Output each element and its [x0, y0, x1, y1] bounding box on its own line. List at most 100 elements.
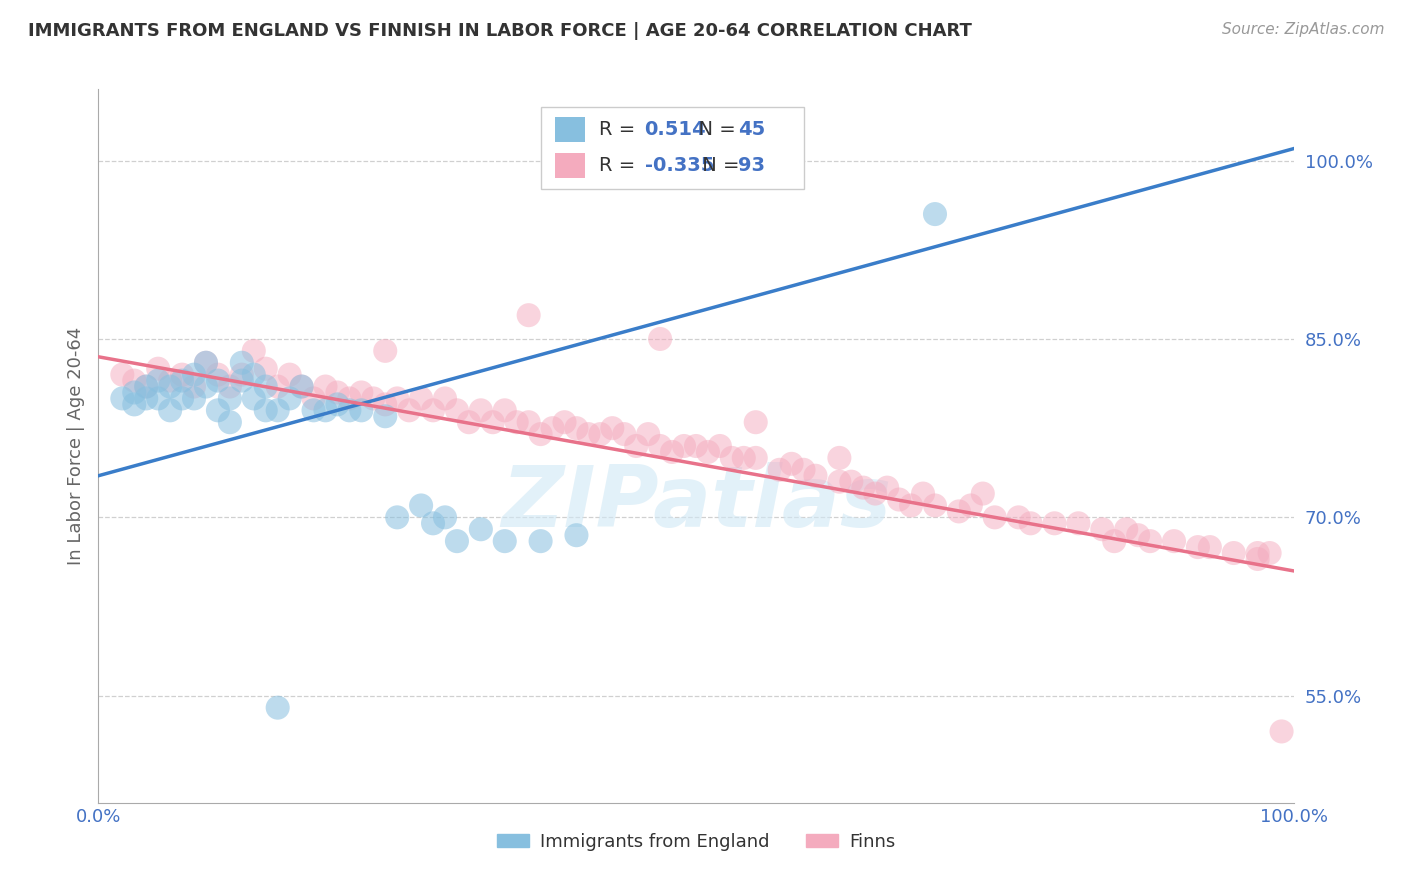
Point [1139, 534, 1161, 549]
Text: Source: ZipAtlas.com: Source: ZipAtlas.com [1222, 22, 1385, 37]
Point [207, 374, 229, 388]
Point [828, 475, 851, 489]
Point [1043, 516, 1066, 531]
FancyBboxPatch shape [555, 118, 585, 143]
Point [148, 374, 170, 388]
Point [172, 374, 194, 388]
Point [219, 415, 242, 429]
Point [267, 379, 290, 393]
Point [768, 463, 790, 477]
Point [948, 504, 970, 518]
FancyBboxPatch shape [541, 107, 804, 189]
Point [745, 450, 768, 465]
Point [578, 427, 600, 442]
Point [350, 385, 373, 400]
Point [648, 439, 672, 453]
Point [172, 368, 194, 382]
Point [231, 368, 253, 382]
Point [374, 409, 396, 424]
Text: IMMIGRANTS FROM ENGLAND VS FINNISH IN LABOR FORCE | AGE 20-64 CORRELATION CHART: IMMIGRANTS FROM ENGLAND VS FINNISH IN LA… [28, 22, 972, 40]
Text: N =: N = [686, 120, 742, 139]
Point [207, 403, 229, 417]
Text: -0.335: -0.335 [644, 156, 714, 175]
Point [135, 379, 157, 393]
Point [302, 403, 325, 417]
Point [554, 415, 576, 429]
Point [841, 475, 863, 489]
Point [780, 457, 803, 471]
Point [350, 403, 373, 417]
Point [517, 308, 540, 322]
Point [1223, 546, 1246, 560]
Point [195, 356, 218, 370]
Point [589, 427, 612, 442]
Point [339, 392, 361, 406]
Point [183, 368, 205, 382]
Point [1008, 510, 1031, 524]
Point [172, 392, 194, 406]
Point [1271, 724, 1294, 739]
Point [865, 486, 887, 500]
Point [195, 356, 218, 370]
Point [517, 415, 540, 429]
Point [889, 492, 911, 507]
Point [195, 379, 218, 393]
Point [159, 374, 181, 388]
Point [231, 356, 253, 370]
Point [124, 374, 146, 388]
Point [1187, 540, 1209, 554]
Point [267, 700, 290, 714]
Point [374, 343, 396, 358]
Point [1163, 534, 1185, 549]
Point [254, 361, 277, 376]
Point [697, 445, 720, 459]
Point [1115, 522, 1137, 536]
Point [231, 374, 253, 388]
Point [385, 392, 409, 406]
Point [207, 368, 229, 382]
Point [111, 392, 134, 406]
Point [243, 343, 266, 358]
Point [1091, 522, 1114, 536]
Point [1128, 528, 1150, 542]
Text: N =: N = [696, 156, 745, 175]
Text: 0.514: 0.514 [644, 120, 706, 139]
Point [124, 397, 146, 411]
Point [804, 468, 827, 483]
Point [972, 486, 994, 500]
Point [1104, 534, 1126, 549]
Point [254, 403, 277, 417]
Point [876, 481, 898, 495]
Point [422, 516, 444, 531]
Point [183, 379, 205, 393]
Legend: Immigrants from England, Finns: Immigrants from England, Finns [489, 826, 903, 858]
Point [685, 439, 707, 453]
Point [135, 392, 157, 406]
Point [411, 499, 433, 513]
Point [911, 486, 934, 500]
Point [1247, 552, 1270, 566]
Text: R =: R = [599, 156, 641, 175]
Point [267, 403, 290, 417]
Point [984, 510, 1007, 524]
Point [219, 392, 242, 406]
FancyBboxPatch shape [555, 153, 585, 178]
Point [1247, 546, 1270, 560]
Point [1199, 540, 1222, 554]
Point [434, 510, 457, 524]
Point [458, 415, 481, 429]
Text: ZIPatlas: ZIPatlas [501, 461, 891, 545]
Text: 45: 45 [738, 120, 765, 139]
Point [159, 403, 181, 417]
Point [709, 439, 731, 453]
Point [374, 397, 396, 411]
Point [924, 207, 946, 221]
Point [291, 379, 314, 393]
Point [315, 379, 337, 393]
Point [494, 534, 516, 549]
Point [219, 379, 242, 393]
Point [924, 499, 946, 513]
Point [960, 499, 983, 513]
Point [183, 392, 205, 406]
Point [243, 368, 266, 382]
